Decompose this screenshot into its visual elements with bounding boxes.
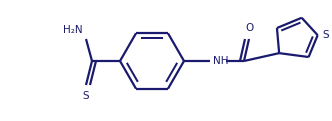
Text: O: O (245, 23, 253, 33)
Text: NH: NH (213, 56, 228, 66)
Text: S: S (83, 91, 89, 101)
Text: S: S (323, 30, 329, 40)
Text: H₂N: H₂N (63, 25, 83, 35)
